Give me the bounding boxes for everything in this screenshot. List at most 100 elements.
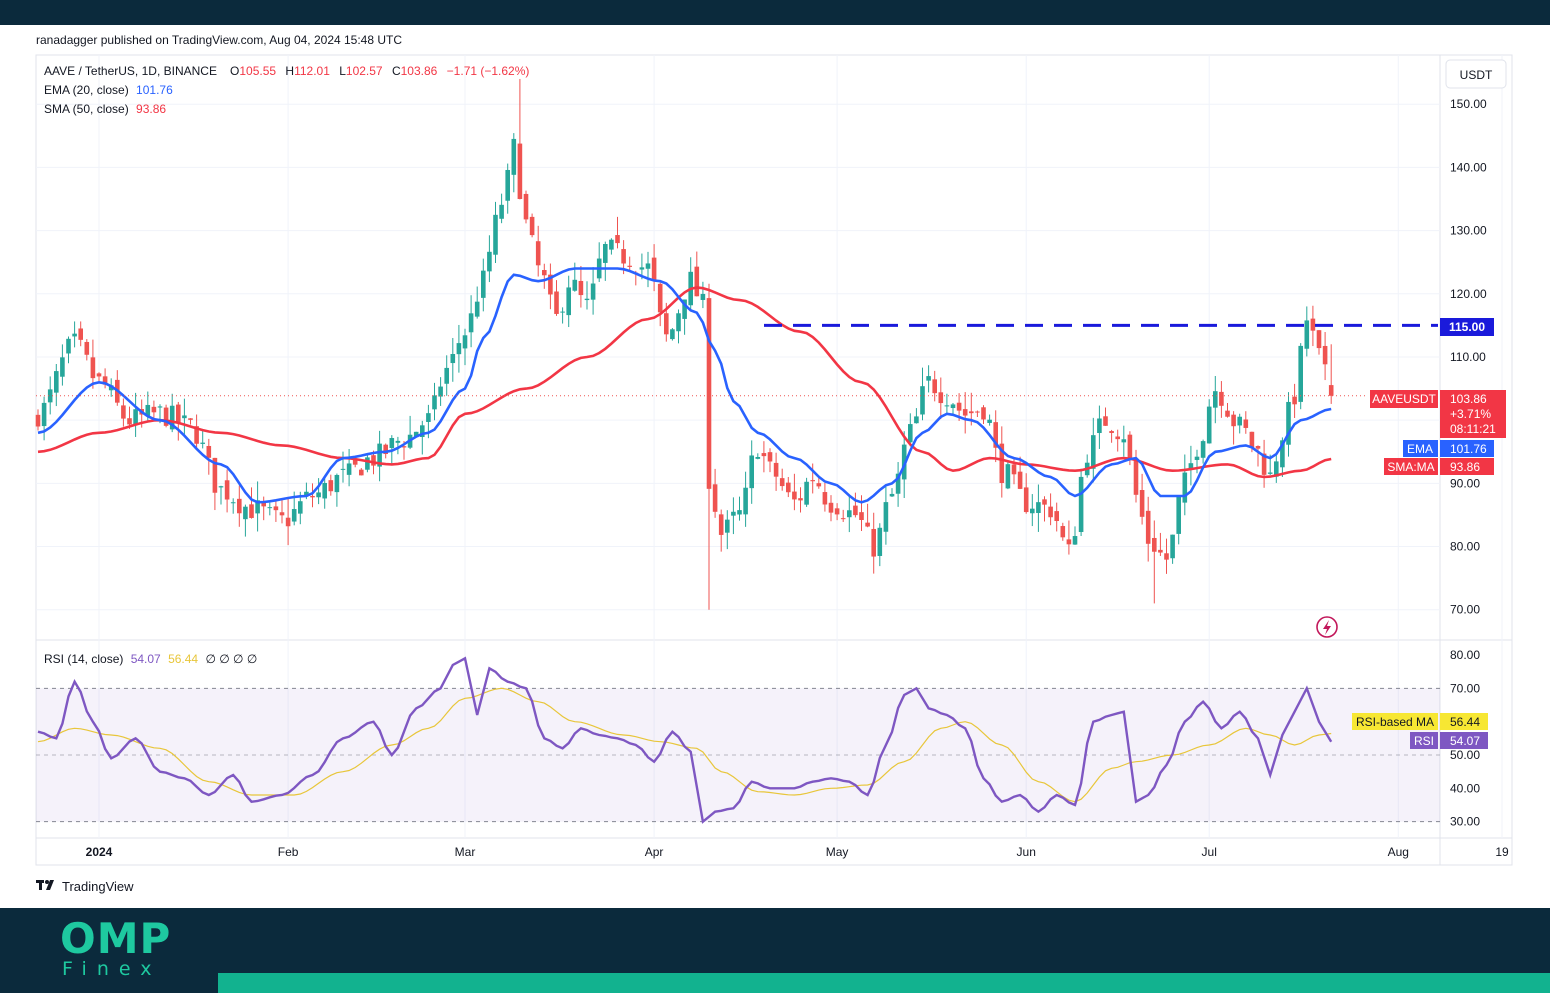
candle [377,430,382,482]
candle-body [804,481,809,505]
candle [224,469,230,513]
candle [261,496,266,521]
legend-symbol[interactable]: AAVE / TetherUS, 1D, BINANCE [44,64,217,78]
candle-body [914,416,919,424]
candle [407,415,413,450]
candle-body [145,404,151,416]
candle [962,392,968,434]
candle-body [871,528,876,557]
candle [1072,526,1078,545]
candle-body [1328,385,1334,396]
candle [1103,407,1108,426]
candle [1097,405,1102,449]
candle-body [352,458,358,465]
candle-body [334,474,340,493]
candle-body [60,357,65,377]
candle [1139,473,1145,525]
currency-label[interactable]: USDT [1460,68,1493,82]
candle-body [700,293,706,300]
legend-ema-value: 101.76 [136,83,173,97]
candle [1225,402,1230,418]
candle [450,337,456,382]
candle-body [706,298,712,489]
y-tick-label: 70.00 [1450,603,1480,617]
candle [651,244,657,292]
candle-body [993,422,998,448]
candle [1170,534,1175,564]
candle [1036,484,1041,532]
candle-body [1091,435,1096,469]
candle-body [383,444,388,455]
candle-body [1103,416,1108,426]
candle-body [1115,436,1120,440]
candle-body [517,143,523,199]
sma-50-line [37,286,1332,479]
candle [517,78,523,200]
candle-body [682,299,687,319]
candle [176,401,181,441]
candle-body [261,501,266,507]
candle-body [981,407,986,420]
candle [889,488,895,497]
candle-body [731,511,736,516]
candle-body [932,379,937,394]
candle [474,286,480,319]
resistance-price: 115.00 [1449,320,1485,334]
candle [1042,496,1047,522]
candle [365,453,370,473]
candle-body [828,502,834,513]
candle [212,457,218,511]
x-tick-label: Apr [645,845,664,859]
candle-body [169,405,175,430]
candle [1200,439,1206,464]
candle [334,473,340,507]
candle-body [590,283,596,300]
ema-tag: EMA [1407,442,1433,456]
candle [627,256,632,272]
candle-body [273,506,279,511]
candle-body [651,257,657,280]
currency-selector[interactable]: USDT [1445,59,1507,89]
tradingview-brand[interactable]: TradingView [36,879,134,894]
last-price: 103.86 [1450,392,1487,406]
candle-body [316,492,321,498]
candle-body [35,414,41,427]
candle-body [1139,490,1145,517]
candle [718,509,724,552]
candle-body [694,266,700,297]
candle-body [1255,446,1261,449]
lightning-icon[interactable] [1316,616,1338,638]
candle [657,282,663,327]
indicator-lines [36,267,1438,824]
legend-rsi-ma-value: 56.44 [168,652,198,666]
candle-body [529,216,535,236]
candle [1292,383,1297,419]
candle [462,328,468,366]
candle-body [639,267,645,270]
candle-body [523,193,529,220]
legend-sma[interactable]: SMA (50, close) 93.86 [44,102,166,116]
candle-body [1170,534,1175,559]
candle [194,414,199,449]
candle [603,241,608,281]
sma-tag-value: 93.86 [1450,460,1480,474]
candle-body [1011,464,1017,475]
legend-rsi[interactable]: RSI (14, close) 54.07 56.44 ∅ ∅ ∅ ∅ [44,652,257,666]
candle-body [1316,330,1322,349]
candle-body [456,343,462,355]
candle-body [1145,510,1151,544]
candle-body [481,270,486,298]
top-bar [0,0,1550,25]
rsi-y-tick-label: 50.00 [1450,748,1480,762]
candle [1219,381,1224,418]
candle [499,193,504,224]
candle [1091,417,1096,483]
candle [340,451,346,483]
candle [847,495,852,533]
candle-body [365,457,370,470]
legend-ema[interactable]: EMA (20, close) 101.76 [44,83,173,97]
candle [529,213,535,238]
candle-body [584,298,590,301]
candle-body [1030,508,1035,514]
